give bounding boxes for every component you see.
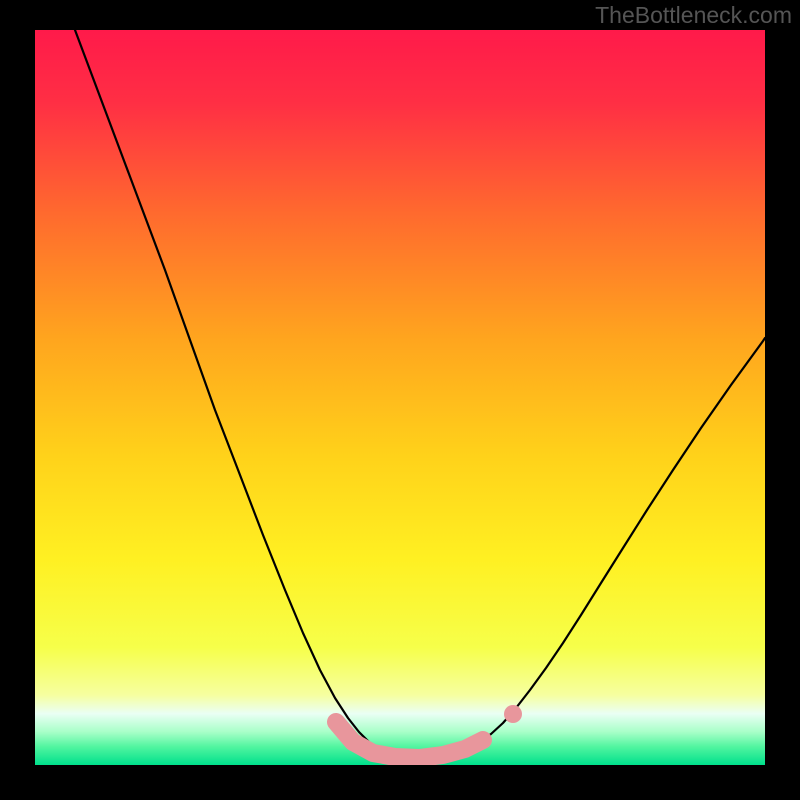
plot-svg [35, 30, 765, 765]
marker-dot-1 [504, 705, 522, 723]
chart-frame: TheBottleneck.com [0, 0, 800, 800]
gradient-bg [35, 30, 765, 765]
watermark-text: TheBottleneck.com [595, 2, 792, 29]
